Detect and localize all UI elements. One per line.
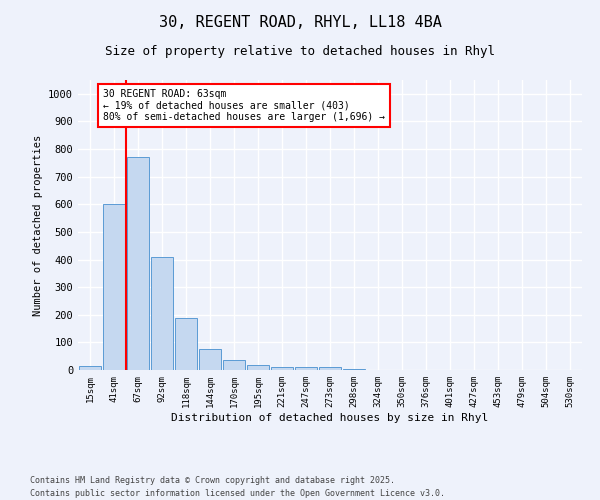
- Text: 30 REGENT ROAD: 63sqm
← 19% of detached houses are smaller (403)
80% of semi-det: 30 REGENT ROAD: 63sqm ← 19% of detached …: [103, 88, 385, 122]
- Text: Contains HM Land Registry data © Crown copyright and database right 2025.: Contains HM Land Registry data © Crown c…: [30, 476, 395, 485]
- Bar: [295, 367, 317, 370]
- Bar: [271, 366, 293, 370]
- X-axis label: Distribution of detached houses by size in Rhyl: Distribution of detached houses by size …: [172, 412, 488, 422]
- Bar: [103, 204, 125, 370]
- Bar: [343, 368, 365, 370]
- Bar: [319, 366, 341, 370]
- Bar: [151, 257, 173, 370]
- Bar: [79, 366, 101, 370]
- Y-axis label: Number of detached properties: Number of detached properties: [32, 134, 43, 316]
- Text: Contains public sector information licensed under the Open Government Licence v3: Contains public sector information licen…: [30, 488, 445, 498]
- Bar: [199, 350, 221, 370]
- Text: Size of property relative to detached houses in Rhyl: Size of property relative to detached ho…: [105, 45, 495, 58]
- Bar: [127, 158, 149, 370]
- Text: 30, REGENT ROAD, RHYL, LL18 4BA: 30, REGENT ROAD, RHYL, LL18 4BA: [158, 15, 442, 30]
- Bar: [223, 360, 245, 370]
- Bar: [175, 318, 197, 370]
- Bar: [247, 365, 269, 370]
